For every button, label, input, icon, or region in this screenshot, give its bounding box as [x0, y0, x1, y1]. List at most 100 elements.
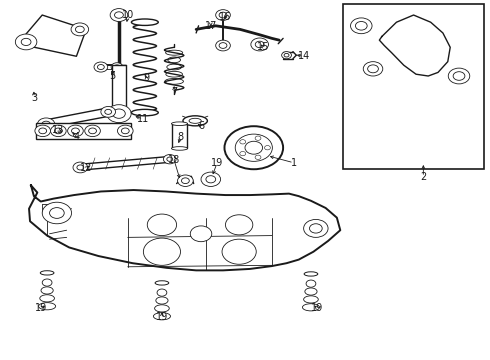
Polygon shape: [18, 15, 86, 56]
Circle shape: [147, 214, 176, 235]
Text: 15: 15: [257, 42, 270, 52]
Circle shape: [190, 226, 212, 242]
Circle shape: [355, 22, 367, 30]
Text: 18: 18: [168, 155, 180, 165]
Circle shape: [404, 37, 423, 51]
Polygon shape: [29, 185, 340, 270]
Ellipse shape: [155, 281, 169, 285]
Circle shape: [72, 128, 79, 134]
Text: 19: 19: [311, 303, 323, 314]
Text: 2: 2: [420, 172, 426, 182]
Text: 19: 19: [211, 158, 223, 168]
Bar: [112, 65, 126, 112]
Ellipse shape: [304, 296, 318, 303]
Ellipse shape: [304, 272, 318, 276]
Circle shape: [85, 125, 100, 136]
Circle shape: [118, 125, 133, 136]
Circle shape: [255, 136, 261, 140]
Ellipse shape: [131, 109, 158, 116]
Ellipse shape: [40, 271, 54, 275]
Text: 1: 1: [291, 158, 297, 168]
Circle shape: [255, 41, 264, 48]
Circle shape: [350, 18, 372, 34]
Text: 11: 11: [137, 114, 149, 124]
Circle shape: [163, 154, 176, 164]
Circle shape: [216, 40, 230, 51]
Text: 13: 13: [52, 125, 65, 135]
Circle shape: [73, 162, 88, 173]
Circle shape: [111, 63, 123, 71]
Circle shape: [206, 176, 216, 183]
Circle shape: [255, 155, 261, 159]
Circle shape: [304, 220, 328, 237]
Circle shape: [75, 26, 84, 33]
Ellipse shape: [172, 147, 188, 150]
Circle shape: [98, 64, 104, 69]
Circle shape: [224, 126, 283, 169]
Polygon shape: [379, 15, 450, 76]
Circle shape: [49, 208, 64, 219]
Circle shape: [453, 72, 465, 80]
Circle shape: [265, 145, 270, 150]
Circle shape: [105, 109, 112, 114]
Circle shape: [115, 12, 123, 18]
Circle shape: [39, 128, 47, 134]
Circle shape: [235, 134, 272, 161]
Ellipse shape: [153, 313, 171, 320]
Circle shape: [240, 152, 245, 156]
Ellipse shape: [41, 287, 53, 294]
Text: 7: 7: [171, 87, 177, 97]
Circle shape: [284, 53, 289, 57]
Text: 8: 8: [177, 132, 184, 142]
Ellipse shape: [172, 122, 188, 126]
Circle shape: [251, 38, 269, 51]
Circle shape: [219, 42, 227, 48]
Circle shape: [395, 30, 432, 57]
Ellipse shape: [157, 289, 167, 296]
Circle shape: [122, 128, 129, 134]
Text: 12: 12: [80, 163, 93, 173]
Ellipse shape: [131, 19, 158, 26]
Circle shape: [37, 118, 55, 131]
Bar: [343, 4, 485, 169]
Circle shape: [113, 109, 125, 118]
Circle shape: [101, 107, 116, 117]
Circle shape: [50, 125, 66, 136]
Circle shape: [448, 68, 470, 84]
Circle shape: [368, 65, 378, 73]
Circle shape: [54, 128, 62, 134]
Text: 5: 5: [109, 71, 115, 81]
Circle shape: [68, 125, 83, 136]
Ellipse shape: [167, 64, 181, 70]
Bar: [36, 123, 131, 139]
Circle shape: [201, 172, 220, 186]
Ellipse shape: [165, 78, 183, 84]
Circle shape: [42, 202, 72, 224]
Circle shape: [225, 215, 253, 235]
Ellipse shape: [156, 297, 168, 304]
Circle shape: [310, 224, 322, 233]
Ellipse shape: [183, 116, 207, 126]
Ellipse shape: [168, 57, 180, 63]
Circle shape: [15, 34, 37, 50]
Circle shape: [71, 23, 89, 36]
Circle shape: [114, 65, 120, 69]
Ellipse shape: [166, 71, 182, 77]
Circle shape: [181, 178, 189, 184]
Circle shape: [35, 125, 50, 136]
Ellipse shape: [40, 295, 54, 302]
Text: 16: 16: [220, 12, 232, 22]
Text: 19: 19: [35, 303, 48, 314]
Circle shape: [216, 10, 230, 21]
Ellipse shape: [155, 305, 169, 312]
Text: 3: 3: [31, 93, 37, 103]
Polygon shape: [41, 108, 113, 128]
Text: 19: 19: [156, 312, 168, 322]
Circle shape: [110, 9, 128, 22]
Circle shape: [219, 12, 227, 18]
Ellipse shape: [306, 280, 316, 287]
Circle shape: [77, 165, 84, 170]
Ellipse shape: [166, 50, 183, 55]
Text: 9: 9: [143, 73, 149, 83]
Bar: [172, 125, 187, 148]
